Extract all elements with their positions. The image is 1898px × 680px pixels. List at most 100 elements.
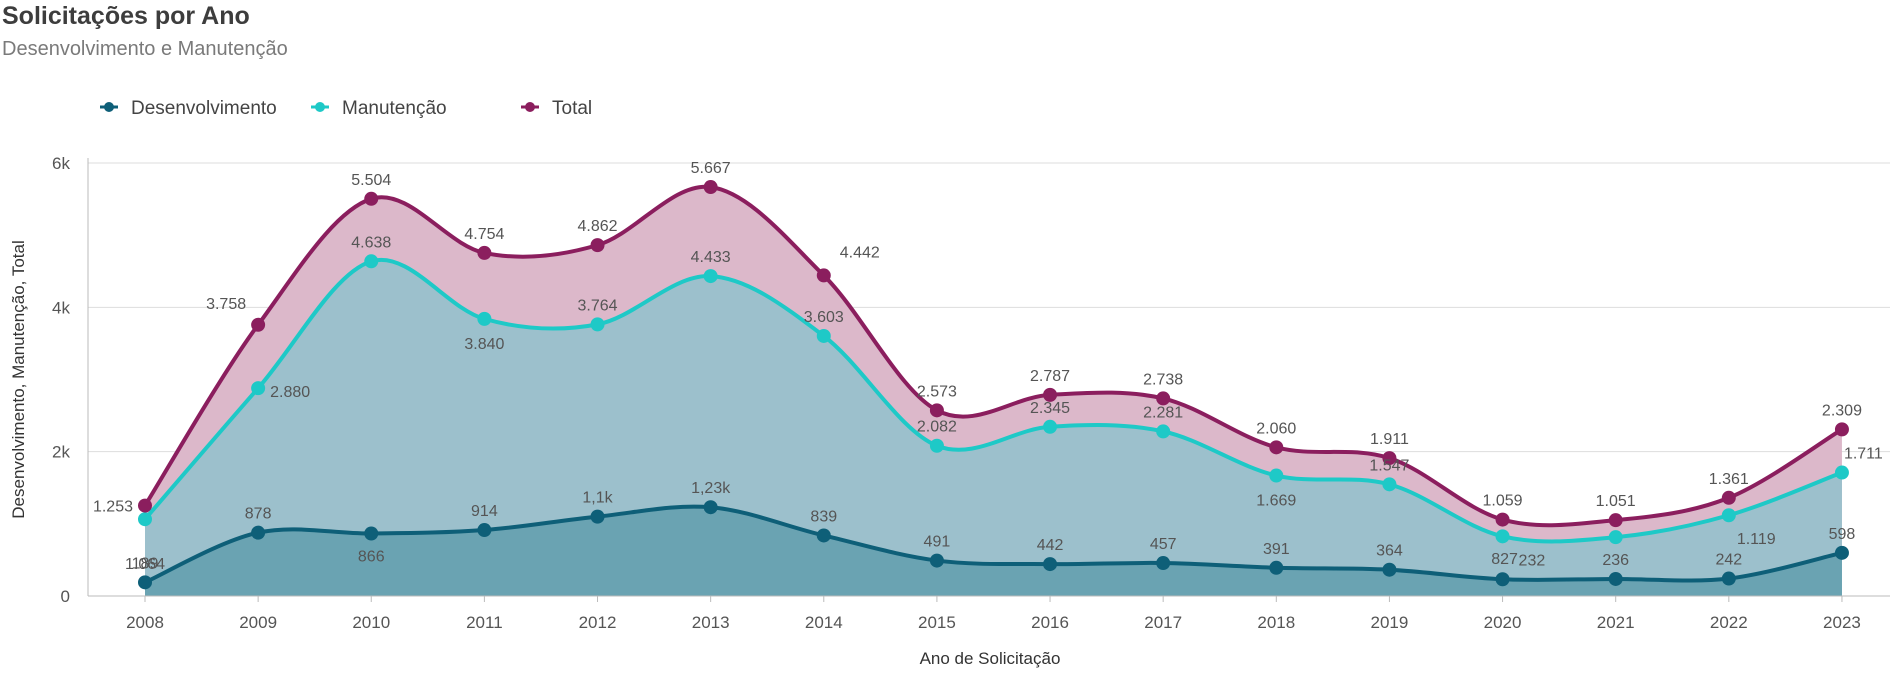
- point-desenvolvimento: [364, 526, 379, 541]
- data-label-total: 2.573: [917, 383, 957, 400]
- data-label-total: 1.059: [1483, 493, 1523, 510]
- point-total: [1495, 512, 1510, 527]
- point-manutenção: [477, 311, 492, 326]
- x-axis-title: Ano de Solicitação: [920, 649, 1061, 668]
- data-label-desenvolvimento: 232: [1519, 552, 1546, 569]
- data-label-desenvolvimento: 457: [1150, 536, 1177, 553]
- data-label-total: 1.253: [93, 499, 133, 516]
- data-label-desenvolvimento: 598: [1829, 526, 1856, 543]
- point-desenvolvimento: [590, 509, 605, 524]
- legend-marker-manutenção: [315, 102, 325, 112]
- point-total: [1834, 422, 1849, 437]
- x-tick-label: 2008: [126, 613, 164, 632]
- point-manutenção: [590, 317, 605, 332]
- x-tick-label: 2022: [1710, 613, 1748, 632]
- point-desenvolvimento: [816, 528, 831, 543]
- x-tick-label: 2010: [352, 613, 390, 632]
- area-manutenção: [145, 259, 1842, 596]
- x-tick-label: 2013: [692, 613, 730, 632]
- point-manutenção: [1382, 477, 1397, 492]
- legend-marker-desenvolvimento: [104, 102, 114, 112]
- data-label-total: 2.787: [1030, 368, 1070, 385]
- point-manutenção: [816, 328, 831, 343]
- point-total: [1043, 387, 1058, 402]
- data-label-total: 1.051: [1596, 493, 1636, 510]
- point-total: [1608, 513, 1623, 528]
- x-tick-label: 2021: [1597, 613, 1635, 632]
- data-label-total: 5.504: [351, 172, 391, 189]
- point-manutenção: [929, 438, 944, 453]
- x-tick-label: 2023: [1823, 613, 1861, 632]
- data-label-manutenção: 1.064: [125, 556, 165, 573]
- x-tick-label: 2017: [1144, 613, 1182, 632]
- data-label-manutenção: 2.082: [917, 419, 957, 436]
- point-desenvolvimento: [1043, 557, 1058, 572]
- y-tick-label: 6k: [52, 154, 70, 173]
- series-points: [138, 180, 1849, 590]
- x-tick-label: 2009: [239, 613, 277, 632]
- data-label-manutenção: 2.345: [1030, 400, 1070, 417]
- data-label-total: 4.754: [464, 226, 504, 243]
- point-total: [138, 498, 152, 513]
- x-tick-label: 2012: [579, 613, 617, 632]
- data-label-manutenção: 3.764: [577, 297, 617, 314]
- data-label-desenvolvimento: 442: [1037, 537, 1064, 554]
- x-tick-label: 2019: [1371, 613, 1409, 632]
- data-label-desenvolvimento: 236: [1602, 552, 1629, 569]
- point-manutenção: [1156, 424, 1171, 439]
- legend-label-total: Total: [552, 98, 592, 119]
- point-desenvolvimento: [251, 525, 266, 540]
- point-desenvolvimento: [1834, 545, 1849, 560]
- data-label-desenvolvimento: 878: [245, 506, 272, 523]
- point-manutenção: [1608, 530, 1623, 545]
- data-label-desenvolvimento: 491: [924, 534, 951, 551]
- point-desenvolvimento: [929, 553, 944, 568]
- data-label-total: 2.309: [1822, 402, 1862, 419]
- point-manutenção: [364, 254, 379, 269]
- data-label-manutenção: 827: [1491, 551, 1518, 568]
- data-labels: 189 878 866 914 1,1k 1,23k 839 491 442 457 391 364 2…: [93, 160, 1883, 573]
- data-label-total: 3.758: [206, 296, 246, 313]
- data-label-total: 2.060: [1256, 420, 1296, 437]
- data-label-manutenção: 1.119: [1737, 531, 1776, 548]
- point-total: [364, 191, 379, 206]
- point-desenvolvimento: [477, 523, 492, 538]
- data-label-desenvolvimento: 1,1k: [582, 490, 613, 507]
- point-manutenção: [1721, 508, 1736, 523]
- data-label-manutenção: 2.281: [1143, 404, 1183, 421]
- point-desenvolvimento: [1495, 572, 1510, 587]
- data-label-manutenção: 4.638: [351, 234, 391, 251]
- line-manutenção: [143, 257, 1843, 544]
- y-tick-label: 2k: [52, 443, 70, 462]
- legend: Desenvolvimento Manutenção Total: [100, 98, 592, 119]
- data-label-manutenção: 4.433: [691, 249, 731, 266]
- x-tick-label: 2016: [1031, 613, 1069, 632]
- data-label-desenvolvimento: 1,23k: [691, 480, 731, 497]
- point-manutenção: [1834, 465, 1849, 480]
- legend-label-manutenção: Manutenção: [342, 98, 447, 119]
- data-label-desenvolvimento: 839: [810, 508, 837, 525]
- point-desenvolvimento: [1269, 560, 1284, 575]
- y-tick-label: 0: [61, 587, 70, 606]
- point-total: [703, 180, 718, 195]
- point-desenvolvimento: [1156, 556, 1171, 571]
- point-total: [816, 268, 831, 283]
- data-label-desenvolvimento: 364: [1376, 543, 1403, 560]
- legend-marker-total: [525, 102, 535, 112]
- data-label-manutenção: 1.669: [1256, 493, 1296, 510]
- x-tick-label: 2011: [466, 613, 503, 632]
- point-manutenção: [1495, 529, 1510, 544]
- point-total: [929, 403, 944, 418]
- data-label-total: 1.911: [1370, 431, 1409, 448]
- x-tick-label: 2015: [918, 613, 956, 632]
- chart-title: Solicitações por Ano: [2, 2, 250, 30]
- data-label-desenvolvimento: 914: [471, 503, 498, 520]
- point-manutenção: [703, 269, 718, 284]
- line-desenvolvimento: [144, 504, 1843, 585]
- point-manutenção: [1043, 419, 1058, 434]
- x-tick-label: 2014: [805, 613, 843, 632]
- point-total: [1382, 451, 1397, 466]
- point-desenvolvimento: [703, 500, 718, 515]
- x-tick-label: 2018: [1257, 613, 1295, 632]
